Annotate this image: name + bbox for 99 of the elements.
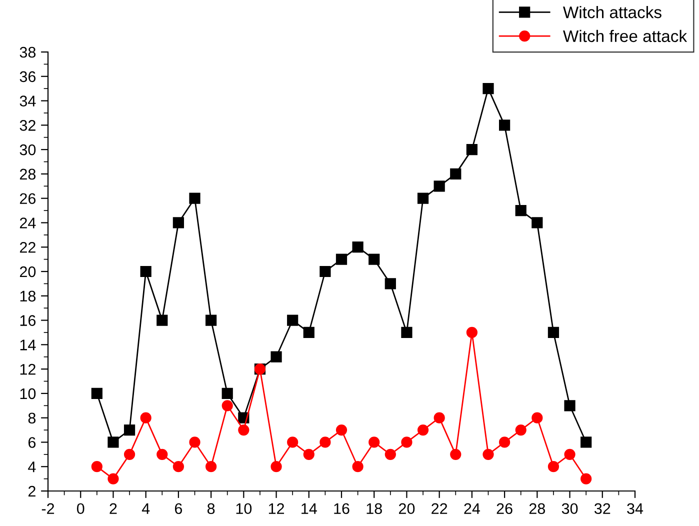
x-tick-label: 28 <box>529 503 545 514</box>
point <box>417 424 429 436</box>
point <box>156 314 168 326</box>
point <box>91 388 102 399</box>
point <box>222 400 233 412</box>
x-tick-label: 2 <box>110 503 117 514</box>
x-tick-label: 6 <box>174 503 182 514</box>
legend-label: Witch attacks <box>563 6 662 18</box>
point <box>206 461 217 472</box>
y-tick-label: 4 <box>28 462 36 472</box>
x-tick-label: 22 <box>432 503 448 514</box>
x-tick-label: 24 <box>464 503 480 514</box>
x-tick-label: 18 <box>366 503 382 514</box>
point <box>499 120 510 131</box>
point <box>401 326 412 338</box>
x-tick-label: 10 <box>236 503 252 514</box>
x-tick-label: 14 <box>302 503 317 514</box>
y-tick-label: 18 <box>20 290 36 302</box>
point <box>140 412 152 424</box>
point <box>434 412 445 424</box>
point <box>108 473 119 484</box>
y-tick-label: 12 <box>20 364 36 375</box>
x-tick-label: 32 <box>594 503 610 514</box>
point <box>450 448 462 460</box>
y-tick-label: 6 <box>28 437 36 448</box>
point <box>564 400 576 412</box>
point <box>189 192 200 204</box>
x-tick-label: 34 <box>627 503 644 514</box>
point <box>189 436 200 448</box>
point <box>91 461 102 472</box>
x-tick-label: 4 <box>142 503 150 514</box>
point <box>336 424 348 436</box>
point <box>499 436 510 448</box>
x-tick-label: 16 <box>334 503 350 514</box>
point <box>270 351 282 362</box>
point <box>401 436 412 448</box>
point <box>172 461 184 472</box>
x-tick-label: 20 <box>398 503 415 514</box>
x-tick-label: 30 <box>562 503 578 514</box>
point <box>580 436 592 448</box>
y-tick-label: 24 <box>20 218 36 228</box>
point <box>548 461 560 472</box>
y-tick-label: 22 <box>20 242 36 253</box>
point <box>140 266 152 278</box>
x-tick-label: 12 <box>268 503 284 514</box>
point <box>368 436 380 448</box>
y-tick-label: 34 <box>20 96 36 106</box>
y-tick-label: 20 <box>20 266 36 278</box>
y-tick-label: 8 <box>28 412 36 424</box>
point <box>270 461 282 472</box>
point <box>368 254 380 265</box>
point <box>580 473 592 484</box>
point <box>384 448 396 460</box>
y-tick-label: 2 <box>28 486 36 497</box>
point <box>287 314 298 326</box>
point <box>532 412 543 424</box>
point <box>352 461 364 472</box>
point <box>222 388 233 399</box>
y-tick-label: 28 <box>20 168 36 180</box>
point <box>238 424 250 436</box>
point <box>320 436 331 448</box>
point <box>564 448 576 460</box>
point <box>206 314 217 326</box>
point <box>384 278 396 290</box>
point <box>320 266 331 278</box>
y-tick-label: 36 <box>20 71 36 82</box>
y-tick-label: 30 <box>20 144 36 156</box>
legend-label: Witch free attack <box>563 30 688 42</box>
point <box>515 424 526 436</box>
point <box>466 144 478 156</box>
point <box>156 448 168 460</box>
point <box>482 448 494 460</box>
x-tick-label: -2 <box>42 503 54 514</box>
y-tick-label: 26 <box>20 193 36 204</box>
point <box>352 242 364 253</box>
point <box>450 168 462 180</box>
x-tick-label: 26 <box>496 503 512 514</box>
x-tick-label: 0 <box>76 503 84 514</box>
point <box>172 217 184 228</box>
point <box>482 83 494 94</box>
y-tick-label: 16 <box>20 315 36 326</box>
point <box>466 326 478 338</box>
point <box>548 326 560 338</box>
y-tick-label: 14 <box>20 340 36 350</box>
point <box>417 192 429 204</box>
y-tick-label: 32 <box>20 120 36 131</box>
point <box>108 436 119 448</box>
point <box>434 180 445 192</box>
point <box>515 204 526 216</box>
point <box>287 436 298 448</box>
point <box>124 448 136 460</box>
point <box>124 424 136 436</box>
point <box>303 448 314 460</box>
point <box>303 326 314 338</box>
point <box>532 217 543 228</box>
y-tick-label: 10 <box>20 388 36 400</box>
y-tick-label: 38 <box>20 46 36 58</box>
x-tick-label: 8 <box>207 503 215 514</box>
point <box>336 254 348 265</box>
